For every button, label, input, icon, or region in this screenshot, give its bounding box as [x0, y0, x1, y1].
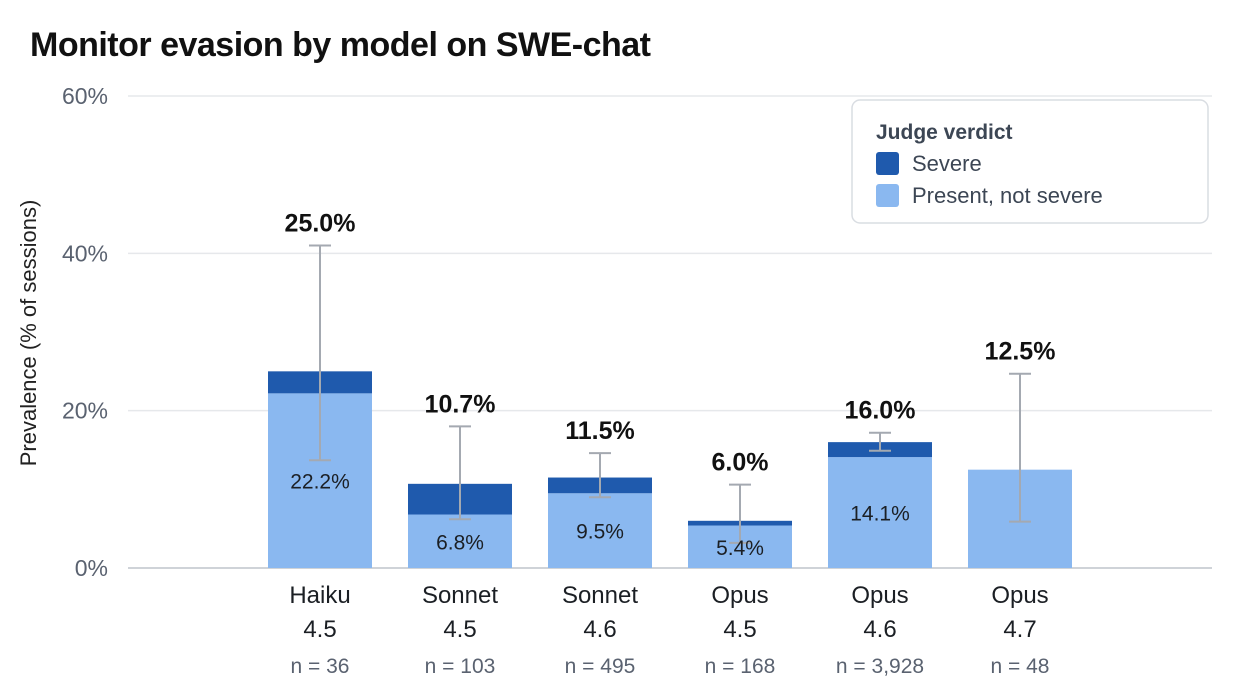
x-tick-label: Sonnet [562, 582, 638, 609]
segment-label: 22.2% [290, 471, 350, 494]
y-axis-label: Prevalence (% of sessions) [16, 200, 41, 467]
bar-present-not-severe [548, 493, 652, 568]
y-tick-label: 0% [75, 555, 108, 581]
x-tick-label: 4.5 [303, 616, 336, 643]
x-tick-label: Opus [711, 582, 768, 609]
y-tick-labels: 0% 20% 40% 60% [62, 83, 108, 581]
legend-swatch-present [876, 184, 899, 207]
legend-swatch-severe [876, 152, 899, 175]
x-tick-n-label: n = 48 [991, 655, 1050, 678]
segment-label: 5.4% [716, 537, 764, 560]
x-tick-label: 4.6 [583, 616, 616, 643]
error-bar [869, 431, 891, 452]
segment-label: 6.8% [436, 531, 484, 554]
segment-label: 14.1% [850, 503, 910, 526]
y-tick-label: 60% [62, 83, 108, 109]
error-bar [449, 425, 471, 521]
legend-label-present: Present, not severe [912, 183, 1103, 208]
x-tick-label: 4.7 [1003, 616, 1036, 643]
data-labels: 25.0% 22.2% 10.7% 6.8% 11.5% 9.5% 6.0% 5.4% 16.0… [285, 209, 1056, 559]
chart-title: Monitor evasion by model on SWE-chat [30, 26, 651, 64]
legend: Judge verdict Severe Present, not severe [851, 99, 1209, 224]
total-label: 25.0% [285, 209, 356, 237]
total-label: 12.5% [985, 338, 1056, 366]
x-tick-labels: Haiku 4.5 n = 36 Sonnet 4.5 n = 103 Sonnet 4.6 n… [289, 582, 1049, 678]
x-tick-label: Haiku [289, 582, 350, 609]
segment-label: 9.5% [576, 521, 624, 544]
x-tick-n-label: n = 103 [425, 655, 496, 678]
x-tick-label: 4.6 [863, 616, 896, 643]
x-tick-label: Opus [851, 582, 908, 609]
error-bar [729, 483, 751, 544]
x-tick-n-label: n = 495 [565, 655, 636, 678]
bar-present-not-severe [408, 514, 512, 568]
total-label: 10.7% [425, 390, 496, 418]
error-bar [309, 244, 331, 462]
legend-title: Judge verdict [876, 121, 1013, 144]
x-tick-label: 4.5 [443, 616, 476, 643]
y-tick-label: 40% [62, 240, 108, 266]
x-tick-label: 4.5 [723, 616, 756, 643]
legend-label-severe: Severe [912, 151, 982, 176]
x-tick-label: Opus [991, 582, 1048, 609]
y-tick-label: 20% [62, 398, 108, 424]
x-tick-label: Sonnet [422, 582, 498, 609]
error-bars [309, 244, 1031, 544]
error-bar [1009, 372, 1031, 523]
total-label: 11.5% [565, 417, 635, 445]
bar-present-not-severe [828, 457, 932, 568]
x-tick-n-label: n = 3,928 [836, 655, 924, 678]
error-bar [589, 452, 611, 499]
total-label: 16.0% [845, 397, 916, 425]
total-label: 6.0% [712, 449, 769, 477]
x-tick-n-label: n = 36 [291, 655, 350, 678]
bars [268, 371, 1072, 568]
x-tick-n-label: n = 168 [705, 655, 776, 678]
legend-box [851, 99, 1209, 224]
